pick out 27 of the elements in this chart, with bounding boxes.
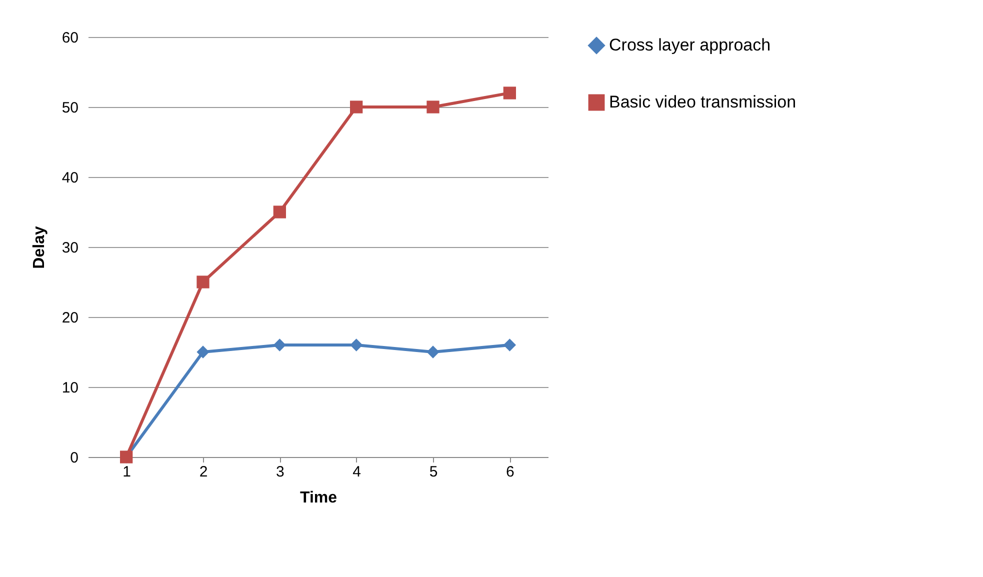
y-tick-label: 60	[62, 30, 78, 46]
y-tick-label: 0	[70, 450, 78, 466]
x-tick-label: 3	[276, 464, 284, 480]
point	[350, 338, 363, 352]
point	[350, 100, 363, 114]
legend-label: Basic video transmission	[609, 92, 796, 112]
y-tick-label: 50	[62, 100, 78, 116]
point	[196, 276, 210, 288]
x-tick-label: 6	[506, 464, 514, 480]
point	[426, 100, 440, 114]
x-axis-title: Time	[300, 490, 338, 506]
y-tick-label: 30	[62, 240, 78, 256]
x-tick-label: 4	[352, 464, 362, 480]
y-axis-title: Delay	[30, 226, 48, 269]
point	[273, 206, 286, 218]
legend-label: Cross layer approach	[609, 36, 771, 54]
point	[196, 346, 210, 358]
x-tick-label: 1	[122, 464, 132, 480]
y-tick-label: 10	[62, 380, 78, 396]
point	[503, 86, 516, 100]
point	[273, 338, 286, 352]
x-tick-label: 5	[429, 464, 438, 480]
x-tick-label: 2	[199, 464, 208, 480]
point	[503, 338, 516, 352]
y-tick-label: 20	[62, 310, 78, 326]
y-tick-label: 40	[62, 170, 78, 186]
point	[426, 346, 440, 358]
